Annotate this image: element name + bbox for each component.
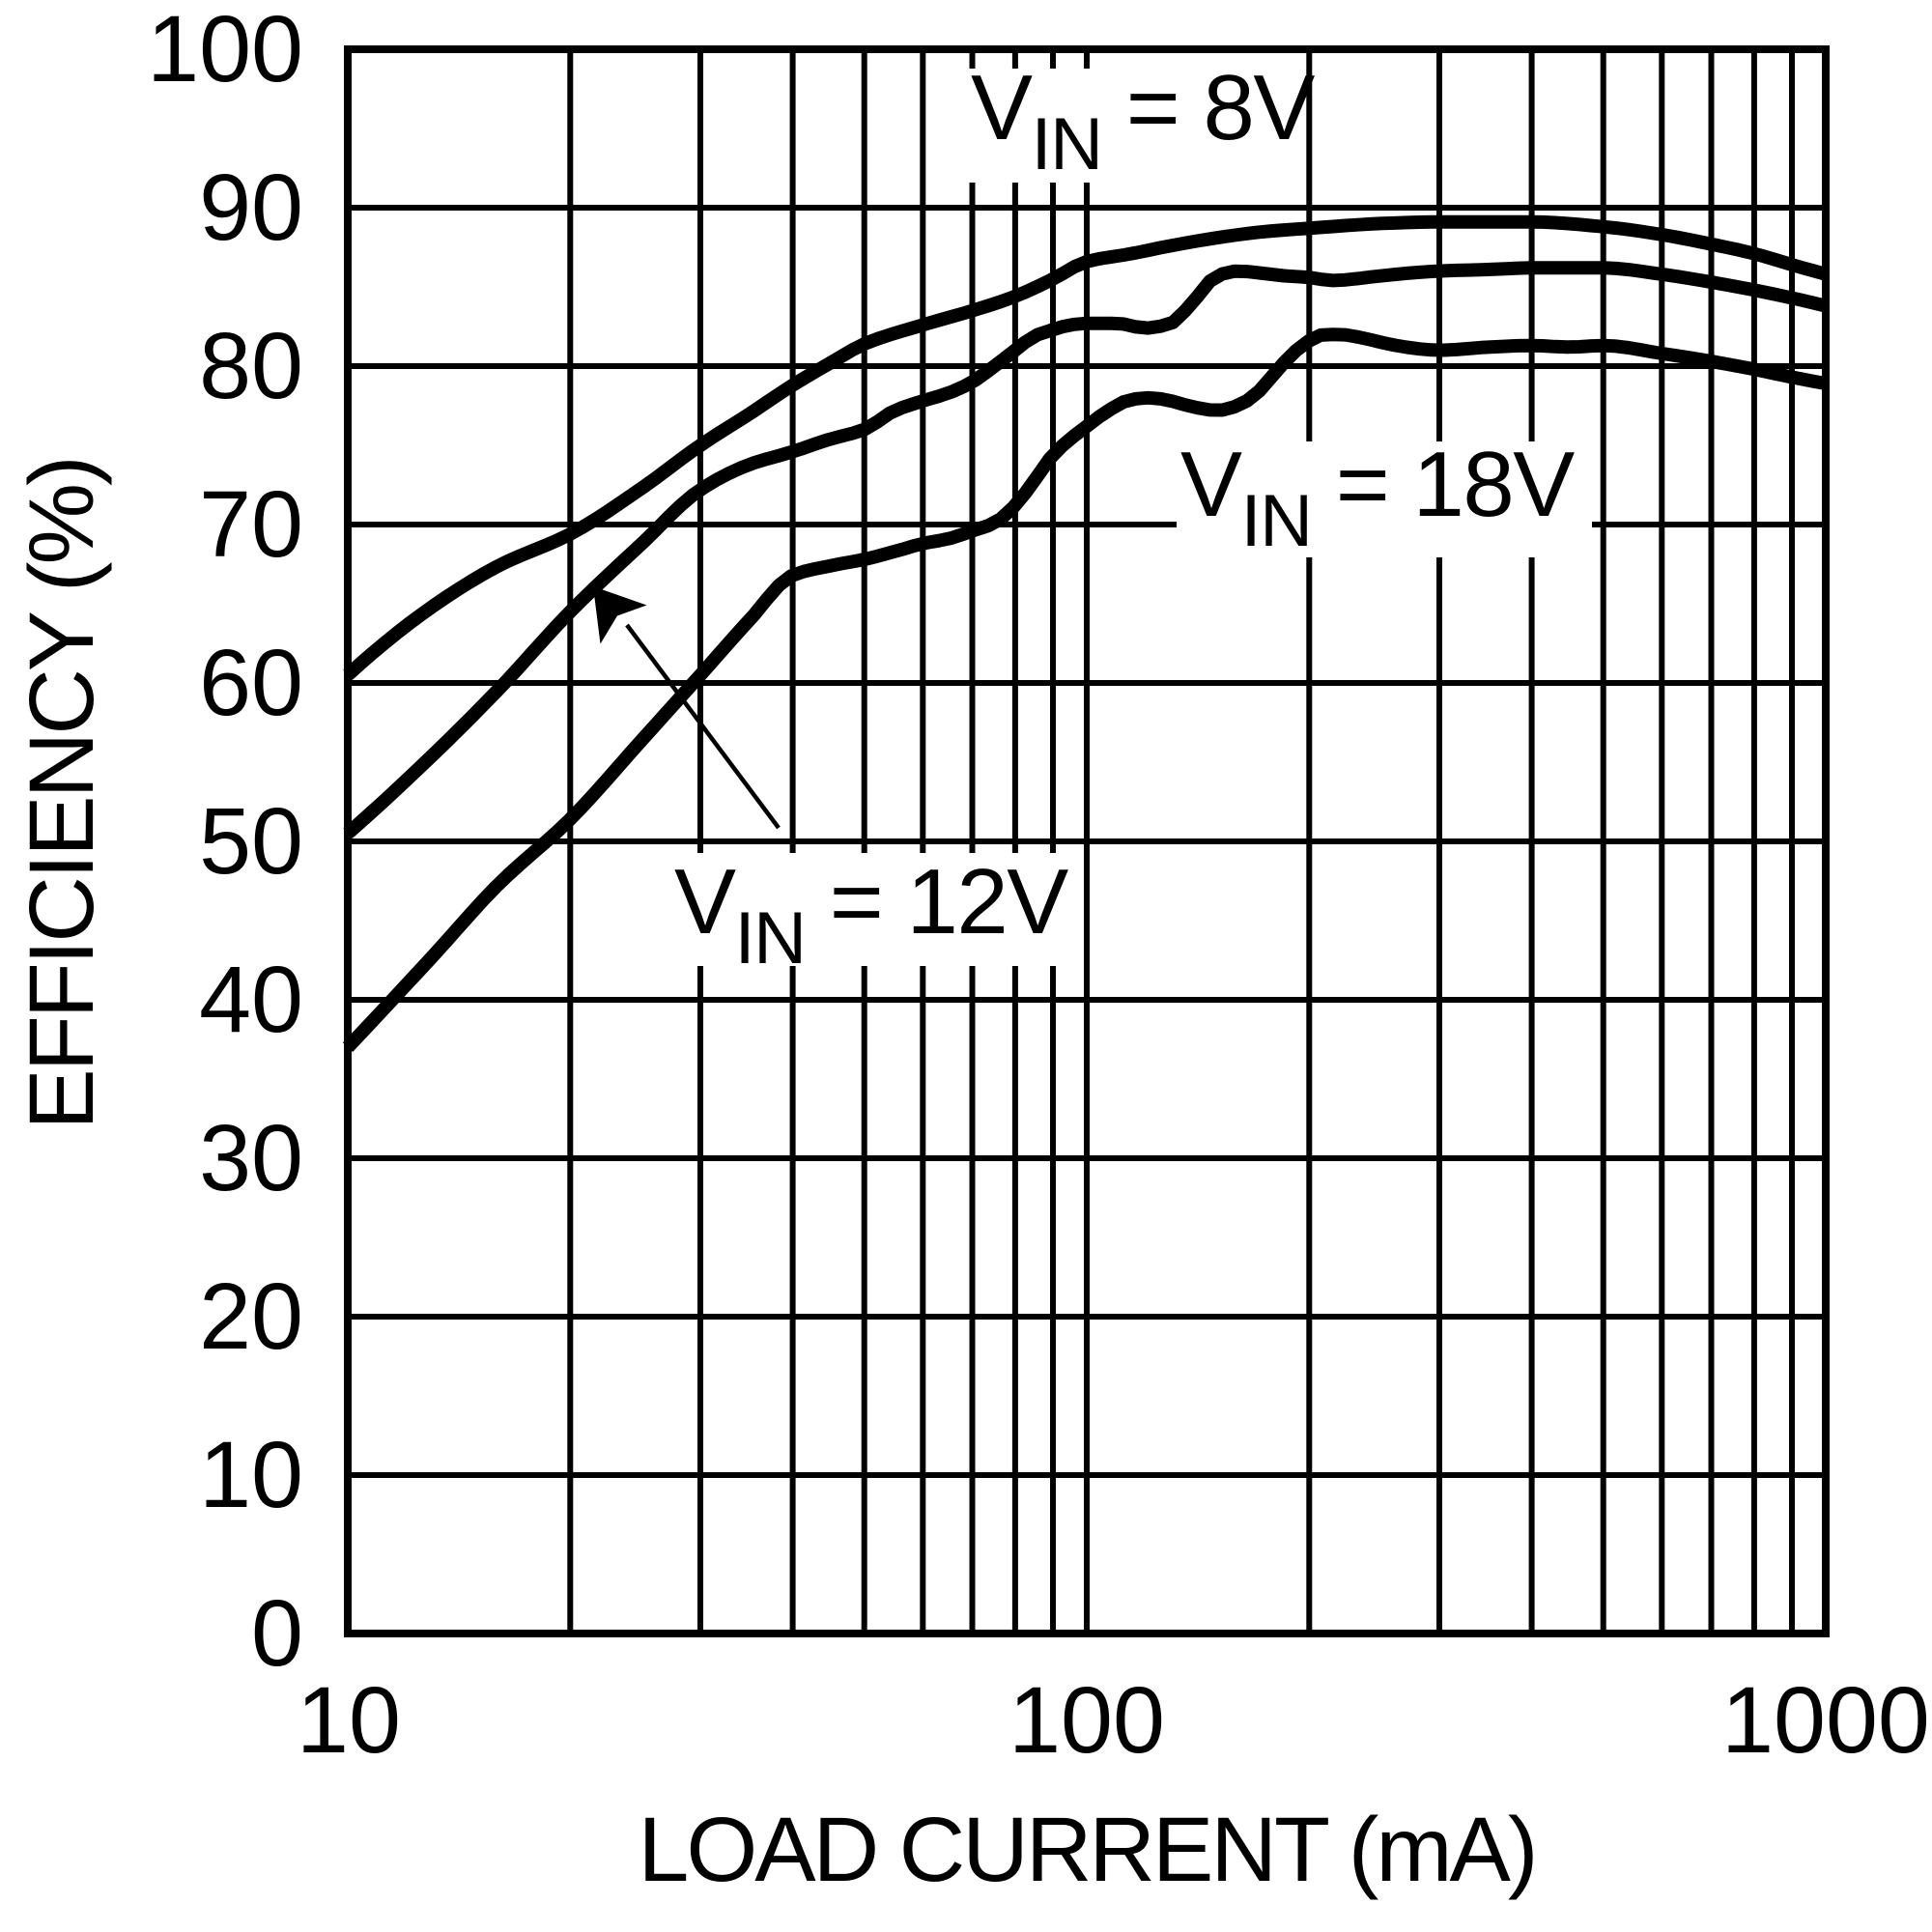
svg-text:100: 100 [147, 0, 303, 101]
svg-text:10: 10 [199, 1422, 303, 1527]
svg-text:90: 90 [199, 155, 303, 260]
svg-text:LOAD CURRENT (mA): LOAD CURRENT (mA) [639, 1799, 1536, 1901]
svg-text:70: 70 [199, 471, 303, 577]
svg-text:30: 30 [199, 1105, 303, 1210]
svg-text:40: 40 [199, 947, 303, 1052]
svg-text:EFFICIENCY (%): EFFICIENCY (%) [11, 458, 113, 1129]
svg-text:50: 50 [199, 788, 303, 894]
svg-text:100: 100 [1009, 1667, 1165, 1773]
svg-text:20: 20 [199, 1264, 303, 1369]
svg-text:80: 80 [199, 313, 303, 418]
svg-text:10: 10 [297, 1667, 401, 1773]
svg-text:60: 60 [199, 630, 303, 735]
svg-text:0: 0 [251, 1580, 303, 1686]
svg-text:1000: 1000 [1721, 1667, 1930, 1773]
